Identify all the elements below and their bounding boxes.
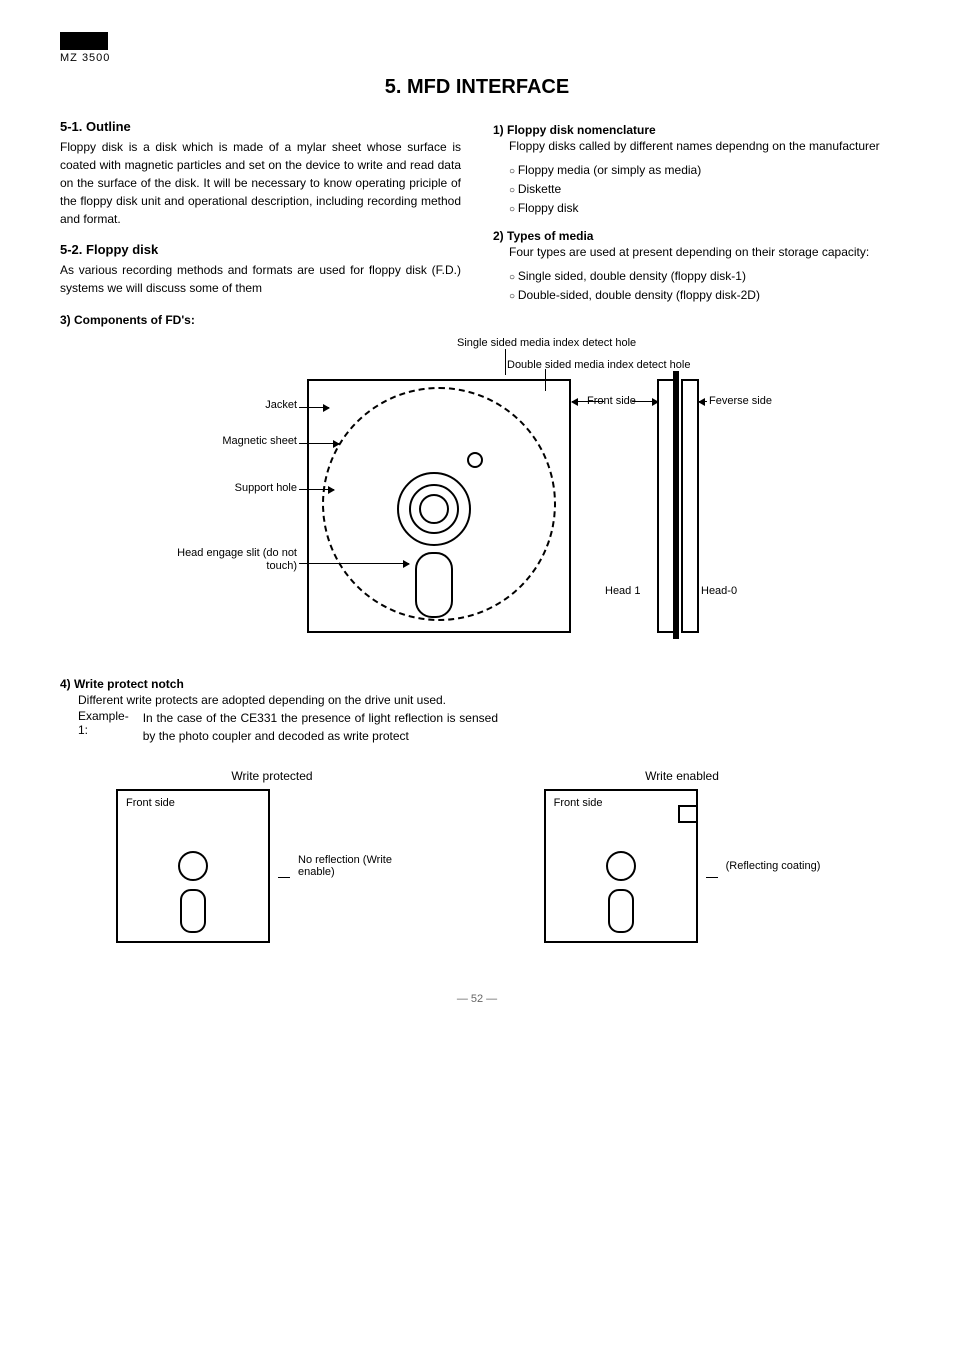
d1-label-head0: Head-0 bbox=[701, 585, 737, 597]
logo-text: MZ 3500 bbox=[60, 52, 110, 64]
write-protected-block: Write protected Front side No reflection… bbox=[112, 769, 432, 943]
arrow-icon bbox=[299, 443, 339, 444]
item-1-body: Floppy disks called by different names d… bbox=[509, 137, 894, 155]
write-enabled-block: Write enabled Front side (Reflecting coa… bbox=[522, 769, 842, 943]
item-4-body: Different write protects are adopted dep… bbox=[78, 691, 478, 709]
item-2-body: Four types are used at present depending… bbox=[509, 243, 894, 261]
d1-label-support: Support hole bbox=[177, 482, 297, 494]
item-2-list: Single sided, double density (floppy dis… bbox=[509, 267, 894, 305]
example-text: In the case of the CE331 the presence of… bbox=[143, 709, 498, 745]
section-5-2-head: 5-2. Floppy disk bbox=[60, 242, 461, 257]
we-floppy-outline: Front side bbox=[544, 789, 698, 943]
arrow-icon bbox=[632, 401, 658, 402]
arrow-icon bbox=[299, 563, 409, 564]
d1-label-single-index: Single sided media index detect hole bbox=[457, 337, 636, 349]
d1-label-engage: Head engage slit (do not touch) bbox=[157, 547, 297, 573]
wp-note: No reflection (Write enable) bbox=[298, 854, 428, 878]
arrow-icon bbox=[572, 401, 604, 402]
wp-head-slot bbox=[180, 889, 206, 933]
right-column: 1) Floppy disk nomenclature Floppy disks… bbox=[493, 119, 894, 327]
left-column: 5-1. Outline Floppy disk is a disk which… bbox=[60, 119, 461, 327]
item-3-head: 3) Components of FD's: bbox=[60, 313, 461, 327]
wp-title: Write protected bbox=[112, 769, 432, 783]
section-5-1-head: 5-1. Outline bbox=[60, 119, 461, 134]
item-1-list: Floppy media (or simply as media) Disket… bbox=[509, 161, 894, 219]
logo-mark bbox=[60, 32, 108, 50]
d1-label-mag: Magnetic sheet bbox=[157, 435, 297, 447]
page-title: 5. MFD INTERFACE bbox=[60, 76, 894, 99]
item-1-c: Floppy disk bbox=[509, 199, 894, 218]
lead-line bbox=[278, 877, 290, 878]
arrow-icon bbox=[299, 407, 329, 408]
section-4: 4) Write protect notch Different write p… bbox=[60, 677, 894, 745]
d1-leader-1 bbox=[505, 349, 506, 375]
d1-label-reverse: Feverse side bbox=[709, 395, 772, 407]
wp-floppy-outline: Front side bbox=[116, 789, 270, 943]
we-notch bbox=[678, 805, 698, 823]
lead-line bbox=[706, 877, 718, 878]
header-logo: MZ 3500 bbox=[60, 32, 110, 64]
d1-head-slot bbox=[415, 552, 453, 618]
d1-hub-ring-3 bbox=[419, 494, 449, 524]
d1-side-reverse bbox=[681, 379, 699, 633]
floppy-components-diagram: Single sided media index detect hole Dou… bbox=[127, 337, 827, 657]
two-column-layout: 5-1. Outline Floppy disk is a disk which… bbox=[60, 119, 894, 327]
wp-hub-circle bbox=[178, 851, 208, 881]
we-title: Write enabled bbox=[522, 769, 842, 783]
write-protect-diagram-row: Write protected Front side No reflection… bbox=[60, 769, 894, 943]
we-hub-circle bbox=[606, 851, 636, 881]
wp-front-label: Front side bbox=[126, 797, 175, 809]
item-2-b: Double-sided, double density (floppy dis… bbox=[509, 286, 894, 305]
item-4-head: 4) Write protect notch bbox=[60, 677, 894, 691]
item-1-head: 1) Floppy disk nomenclature bbox=[493, 123, 894, 137]
d1-label-jacket: Jacket bbox=[187, 399, 297, 411]
item-2-head: 2) Types of media bbox=[493, 229, 894, 243]
arrow-icon bbox=[299, 489, 334, 490]
d1-side-media bbox=[673, 371, 679, 639]
we-front-label: Front side bbox=[554, 797, 603, 809]
item-1-a: Floppy media (or simply as media) bbox=[509, 161, 894, 180]
section-5-2-body: As various recording methods and formats… bbox=[60, 261, 461, 297]
example-label: Example-1: bbox=[78, 709, 129, 745]
section-5-1-body: Floppy disk is a disk which is made of a… bbox=[60, 138, 461, 228]
d1-index-hole bbox=[467, 452, 483, 468]
we-head-slot bbox=[608, 889, 634, 933]
item-1-b: Diskette bbox=[509, 180, 894, 199]
we-note: (Reflecting coating) bbox=[726, 860, 821, 872]
item-2-a: Single sided, double density (floppy dis… bbox=[509, 267, 894, 286]
page-number: — 52 — bbox=[60, 993, 894, 1005]
arrow-icon bbox=[699, 401, 707, 402]
d1-label-double-index: Double sided media index detect hole bbox=[507, 359, 690, 371]
item-4-example: Example-1: In the case of the CE331 the … bbox=[78, 709, 498, 745]
d1-label-head1: Head 1 bbox=[605, 585, 640, 597]
